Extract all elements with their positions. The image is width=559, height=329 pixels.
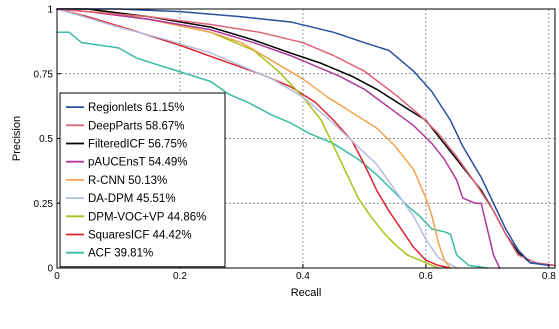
series-line-3 <box>56 8 501 269</box>
y-tick-label: 0 <box>47 264 53 275</box>
legend-entry: SquaresICF 44.42% <box>88 230 192 242</box>
y-tick-label: 0.75 <box>34 69 54 80</box>
x-tick-label: 0.6 <box>419 271 433 282</box>
legend-entry: DPM-VOC+VP 44.86% <box>88 211 206 223</box>
series-lines <box>56 8 556 269</box>
legend: Regionlets 61.15% DeepParts 58.67% Filtere… <box>59 92 226 268</box>
series-line-1 <box>56 8 556 267</box>
x-tick-label: 0.4 <box>296 271 310 282</box>
x-axis-label: Recall <box>291 287 322 299</box>
series-line-4 <box>56 8 452 269</box>
y-tick-label: 0.25 <box>34 199 54 210</box>
series-line-7 <box>56 8 452 269</box>
legend-entry: Regionlets 61.15% <box>88 102 185 114</box>
y-tick-label: 0.5 <box>39 134 53 145</box>
x-tick-label: 0.8 <box>542 271 556 282</box>
legend-entry: pAUCEnsT 54.49% <box>88 157 188 169</box>
y-tick-label: 1 <box>47 5 53 16</box>
series-line-5 <box>56 8 458 269</box>
legend-entry: DA-DPM 45.51% <box>88 193 176 205</box>
legend-entry: DeepParts 58.67% <box>88 120 185 132</box>
y-axis-label: Precision <box>11 116 23 161</box>
series-line-8 <box>56 31 489 269</box>
x-tick-label: 0.2 <box>173 271 187 282</box>
x-tick-label: 0 <box>54 271 60 282</box>
legend-entry: ACF 39.81% <box>88 248 153 260</box>
legend-entry: R-CNN 50.13% <box>88 175 167 187</box>
legend-box <box>59 92 226 268</box>
legend-entry: FilteredICF 56.75% <box>88 139 187 151</box>
series-line-0 <box>56 8 550 267</box>
